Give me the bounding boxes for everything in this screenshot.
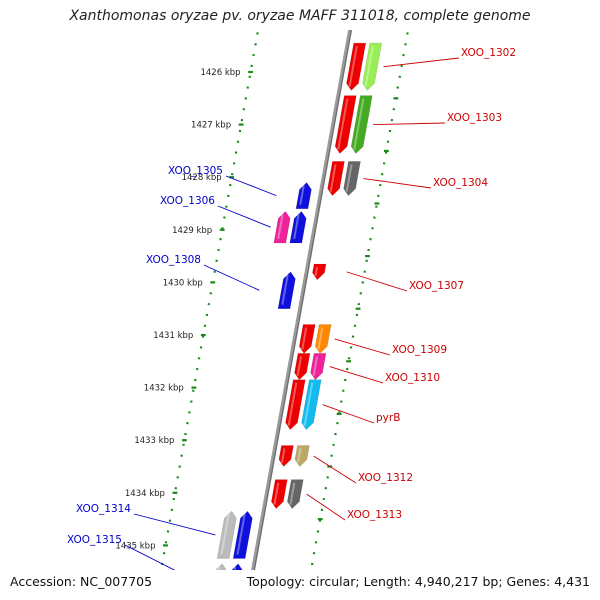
gene-xoo-1312-strand-glyph — [278, 445, 294, 467]
gene-xoo-1302-category-glyph-highlight — [364, 45, 374, 87]
gene-xoo-1307-leader — [346, 271, 408, 292]
gene-xoo-1313-strand-glyph-highlight — [273, 482, 280, 505]
gene-xoo-1312-category-glyph — [294, 445, 310, 467]
gene-xoo-1303-strand-glyph — [334, 95, 357, 154]
gene-xoo-1310-category-glyph — [310, 353, 327, 381]
gene-xoo-1314-category-glyph-highlight — [220, 514, 230, 555]
gene-pyrb-category-glyph-highlight — [303, 382, 314, 426]
gene-xoo-1305-label: XOO_1305 — [168, 165, 223, 177]
gene-xoo-1304-leader — [363, 178, 432, 189]
gene-xoo-1304-strand-glyph-highlight — [329, 164, 337, 192]
gene-xoo-1305-strand-glyph — [295, 181, 312, 210]
gene-xoo-1302-strand-glyph-highlight — [348, 45, 358, 87]
gene-xoo-1314-strand-glyph — [232, 510, 253, 559]
gene-xoo-1302-category-glyph — [362, 42, 383, 91]
ruler-tick-label: 1431 kbp — [153, 331, 193, 341]
gene-xoo-1310-strand-glyph-highlight — [296, 356, 303, 376]
gene-xoo-1309-label: XOO_1309 — [392, 344, 447, 356]
gene-xoo-1306-leader — [217, 205, 271, 228]
ruler-tick-label: 1430 kbp — [163, 278, 203, 288]
gene-xoo-1305-leader — [225, 175, 277, 197]
backbone-shadow — [253, 30, 352, 570]
gene-xoo-1307-strand-glyph — [312, 263, 327, 281]
gene-xoo-1303-label: XOO_1303 — [447, 112, 502, 124]
ruler-tick-label: 1429 kbp — [172, 226, 212, 236]
ruler-tick-label: 1433 kbp — [134, 436, 174, 446]
gene-xoo-1312-label: XOO_1312 — [358, 472, 413, 484]
ruler-tick-label: 1428 kbp — [182, 173, 222, 183]
gene-xoo-1303-category-glyph-highlight — [353, 98, 365, 150]
backbone-line — [251, 30, 353, 570]
gene-xoo-1304-strand-glyph — [327, 161, 345, 197]
gene-xoo-1310-label: XOO_1310 — [385, 372, 440, 384]
gene-xoo-1304-label: XOO_1304 — [433, 177, 488, 189]
gene-xoo-1314-label: XOO_1314 — [76, 503, 131, 515]
gene-pyrb-label: pyrB — [376, 412, 400, 424]
gene-xoo-1314-leader — [133, 513, 216, 536]
map-title: Xanthomonas oryzae pv. oryzae MAFF 31101… — [69, 8, 531, 24]
gene-xoo-1315-category-glyph-highlight — [217, 566, 221, 570]
gene-xoo-1309-category-glyph — [314, 324, 332, 354]
gene-xoo-1307-strand-glyph-highlight — [314, 266, 319, 276]
gene-xoo-1307-label: XOO_1307 — [409, 280, 464, 292]
gene-xoo-1306-strand-glyph — [289, 210, 307, 244]
gene-xoo-1306-label: XOO_1306 — [160, 195, 215, 207]
ruler-tick-label: 1435 kbp — [115, 541, 155, 551]
gene-xoo-1302-strand-glyph — [346, 42, 367, 91]
gene-xoo-1303-strand-glyph-highlight — [337, 98, 349, 150]
gene-xoo-1310-strand-glyph — [294, 353, 311, 381]
gene-xoo-1312-leader — [313, 455, 357, 484]
gene-xoo-1308-leader — [203, 264, 260, 291]
gene-pyrb-strand-glyph — [285, 379, 306, 431]
ruler-tick-label: 1432 kbp — [144, 384, 184, 394]
gene-pyrb-category-glyph — [301, 379, 322, 431]
gene-xoo-1312-category-glyph-highlight — [297, 448, 302, 463]
gene-xoo-1306-strand-glyph-highlight — [293, 214, 300, 240]
gene-xoo-1315-label: XOO_1315 — [67, 534, 122, 546]
gene-xoo-1306-category-glyph — [273, 210, 291, 244]
ruler-tick-label: 1427 kbp — [191, 121, 231, 131]
gene-xoo-1313-leader — [306, 493, 346, 521]
gene-xoo-1302-leader — [383, 57, 460, 68]
accession-text: Accession: NC_007705 — [10, 574, 153, 589]
gene-xoo-1303-leader — [373, 122, 446, 126]
gene-xoo-1304-category-glyph — [343, 161, 361, 197]
gene-xoo-1309-leader — [334, 338, 391, 356]
gene-xoo-1313-strand-glyph — [271, 479, 288, 510]
gene-xoo-1305-strand-glyph-highlight — [299, 185, 305, 205]
gene-pyrb-strand-glyph-highlight — [287, 382, 298, 426]
gene-xoo-1310-leader — [329, 366, 384, 384]
gene-xoo-1304-category-glyph-highlight — [345, 164, 353, 192]
gene-xoo-1315-leader — [124, 544, 176, 570]
gene-xoo-1309-category-glyph-highlight — [317, 327, 324, 350]
gene-xoo-1302-label: XOO_1302 — [461, 47, 516, 59]
ruler-tick-label: 1434 kbp — [125, 489, 165, 499]
gene-xoo-1308-strand-glyph-highlight — [281, 274, 289, 305]
gene-xoo-1315-strand-glyph-highlight — [233, 566, 237, 570]
gene-xoo-1315-strand-glyph — [231, 563, 243, 570]
genome-summary: Topology: circular; Length: 4,940,217 bp… — [246, 574, 590, 589]
gene-xoo-1314-category-glyph — [216, 510, 237, 559]
gene-xoo-1309-strand-glyph-highlight — [301, 327, 308, 350]
gene-xoo-1303-category-glyph — [350, 95, 373, 154]
gene-xoo-1310-category-glyph-highlight — [312, 356, 319, 376]
gene-xoo-1315-category-glyph — [215, 563, 227, 570]
gene-xoo-1313-label: XOO_1313 — [347, 509, 402, 521]
gene-xoo-1313-category-glyph-highlight — [289, 482, 296, 505]
gene-xoo-1312-strand-glyph-highlight — [281, 448, 286, 463]
gene-xoo-1313-category-glyph — [287, 479, 304, 510]
gene-xoo-1308-strand-glyph — [277, 271, 296, 310]
gene-xoo-1308-label: XOO_1308 — [146, 254, 201, 266]
gene-xoo-1309-strand-glyph — [298, 324, 316, 354]
left-ruler-track — [159, 30, 260, 570]
gene-xoo-1314-strand-glyph-highlight — [236, 514, 246, 555]
gene-pyrb-leader — [322, 404, 375, 424]
gene-xoo-1306-category-glyph-highlight — [277, 214, 284, 240]
ruler-tick-label: 1426 kbp — [200, 68, 240, 78]
